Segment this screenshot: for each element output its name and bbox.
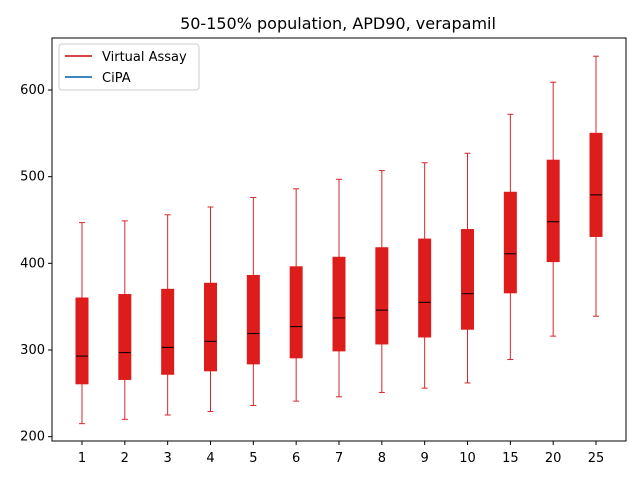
box-15 [503, 113, 517, 361]
x-tick-label: 5 [249, 451, 257, 466]
y-tick-label: 400 [20, 256, 45, 271]
iqr-box [332, 256, 346, 352]
box-2 [118, 220, 132, 420]
iqr-box [461, 229, 475, 330]
box-9 [418, 162, 432, 389]
x-tick-label: 15 [502, 451, 519, 466]
y-tick-label: 300 [20, 343, 45, 358]
box-25 [589, 55, 603, 317]
x-tick-label: 3 [164, 451, 172, 466]
box-7 [332, 178, 346, 398]
x-tick-label: 10 [459, 451, 476, 466]
iqr-box [503, 191, 517, 294]
x-tick-label: 2 [121, 451, 129, 466]
x-tick-label: 4 [206, 451, 214, 466]
x-tick-label: 25 [588, 451, 605, 466]
legend-box [58, 43, 200, 91]
iqr-box [118, 294, 132, 380]
x-tick-label: 20 [545, 451, 562, 466]
box-20 [546, 81, 560, 337]
x-tick-label: 6 [292, 451, 300, 466]
legend-label: Virtual Assay [102, 50, 187, 65]
x-axis: 1 2 3 4 5 6 7 8 9 10 15 20 25 [78, 441, 604, 466]
iqr-box [418, 238, 432, 338]
box-10 [461, 152, 475, 384]
box-6 [289, 188, 303, 402]
plot-area [75, 55, 603, 425]
legend-label: CiPA [102, 71, 131, 86]
x-tick-label: 1 [78, 451, 86, 466]
y-tick-label: 600 [20, 83, 45, 98]
iqr-box [546, 159, 560, 263]
chart-title: 50-150% population, APD90, verapamil [180, 14, 496, 33]
y-tick-label: 200 [20, 430, 45, 445]
iqr-box [161, 288, 175, 375]
x-tick-label: 9 [421, 451, 429, 466]
y-axis: 200 300 400 500 600 [20, 83, 52, 445]
box-3 [161, 214, 175, 416]
iqr-box [589, 132, 603, 237]
iqr-box [203, 282, 217, 372]
plot-frame [51, 37, 627, 442]
iqr-box [246, 274, 260, 365]
y-tick-label: 500 [20, 170, 45, 185]
x-tick-label: 7 [335, 451, 343, 466]
box-8 [375, 170, 389, 393]
x-tick-label: 8 [378, 451, 386, 466]
legend: Virtual Assay CiPA [58, 43, 200, 91]
iqr-box [75, 297, 89, 385]
box-1 [75, 222, 89, 425]
iqr-box [289, 266, 303, 359]
iqr-box [375, 247, 389, 345]
box-5 [246, 196, 260, 406]
box-4 [203, 206, 217, 413]
